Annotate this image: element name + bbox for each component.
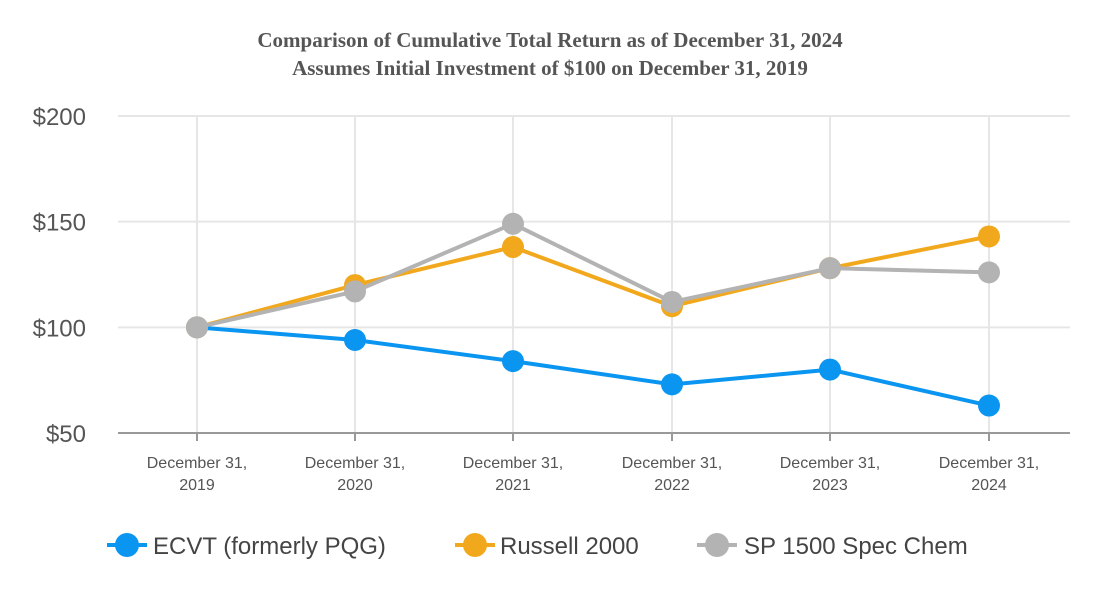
data-point-sp-1500-spec-chem <box>661 290 683 313</box>
x-tick-label: December 31, <box>939 455 1040 472</box>
legend-label-sp-1500-spec-chem: SP 1500 Spec Chem <box>744 533 968 560</box>
data-point-sp-1500-spec-chem <box>819 257 841 280</box>
x-tick-label-year: 2024 <box>971 477 1007 494</box>
x-tick-label-year: 2020 <box>337 477 373 494</box>
x-tick-label-year: 2021 <box>495 477 531 494</box>
data-point-russell-2000 <box>978 225 1000 248</box>
data-point-sp-1500-spec-chem <box>186 316 208 339</box>
y-tick-label: $150 <box>33 210 86 237</box>
data-point-sp-1500-spec-chem <box>344 280 366 303</box>
data-point-ecvt-formerly-pqg <box>344 329 366 352</box>
x-tick-label: December 31, <box>463 455 564 472</box>
legend-marker-ecvt-formerly-pqg <box>115 533 139 557</box>
chart-title-block: Comparison of Cumulative Total Return as… <box>0 26 1100 82</box>
data-point-sp-1500-spec-chem <box>502 212 524 235</box>
chart-subtitle: Assumes Initial Investment of $100 on De… <box>292 56 808 80</box>
data-point-sp-1500-spec-chem <box>978 261 1000 284</box>
x-tick-label-year: 2019 <box>179 477 215 494</box>
series-line-sp-1500-spec-chem <box>196 221 990 330</box>
x-tick-label: December 31, <box>147 455 248 472</box>
x-tick-label: December 31, <box>780 455 881 472</box>
data-point-ecvt-formerly-pqg <box>978 394 1000 417</box>
series-line-ecvt-formerly-pqg <box>196 325 990 408</box>
x-tick-label-year: 2023 <box>812 477 848 494</box>
y-tick-label: $100 <box>33 315 86 342</box>
series-line-russell-2000 <box>196 234 990 330</box>
legend-marker-sp-1500-spec-chem <box>705 533 729 557</box>
legend-label-ecvt-formerly-pqg: ECVT (formerly PQG) <box>153 533 386 560</box>
y-tick-label: $50 <box>46 421 86 448</box>
legend-label-russell-2000: Russell 2000 <box>500 533 639 560</box>
data-point-ecvt-formerly-pqg <box>661 373 683 396</box>
y-tick-label: $200 <box>33 104 86 131</box>
x-tick-label: December 31, <box>305 455 406 472</box>
data-point-ecvt-formerly-pqg <box>502 350 524 373</box>
x-tick-label: December 31, <box>622 455 723 472</box>
chart-title: Comparison of Cumulative Total Return as… <box>257 28 843 52</box>
data-point-ecvt-formerly-pqg <box>819 358 841 381</box>
legend-marker-russell-2000 <box>463 533 487 557</box>
x-tick-label-year: 2022 <box>654 477 690 494</box>
data-point-russell-2000 <box>502 236 524 259</box>
